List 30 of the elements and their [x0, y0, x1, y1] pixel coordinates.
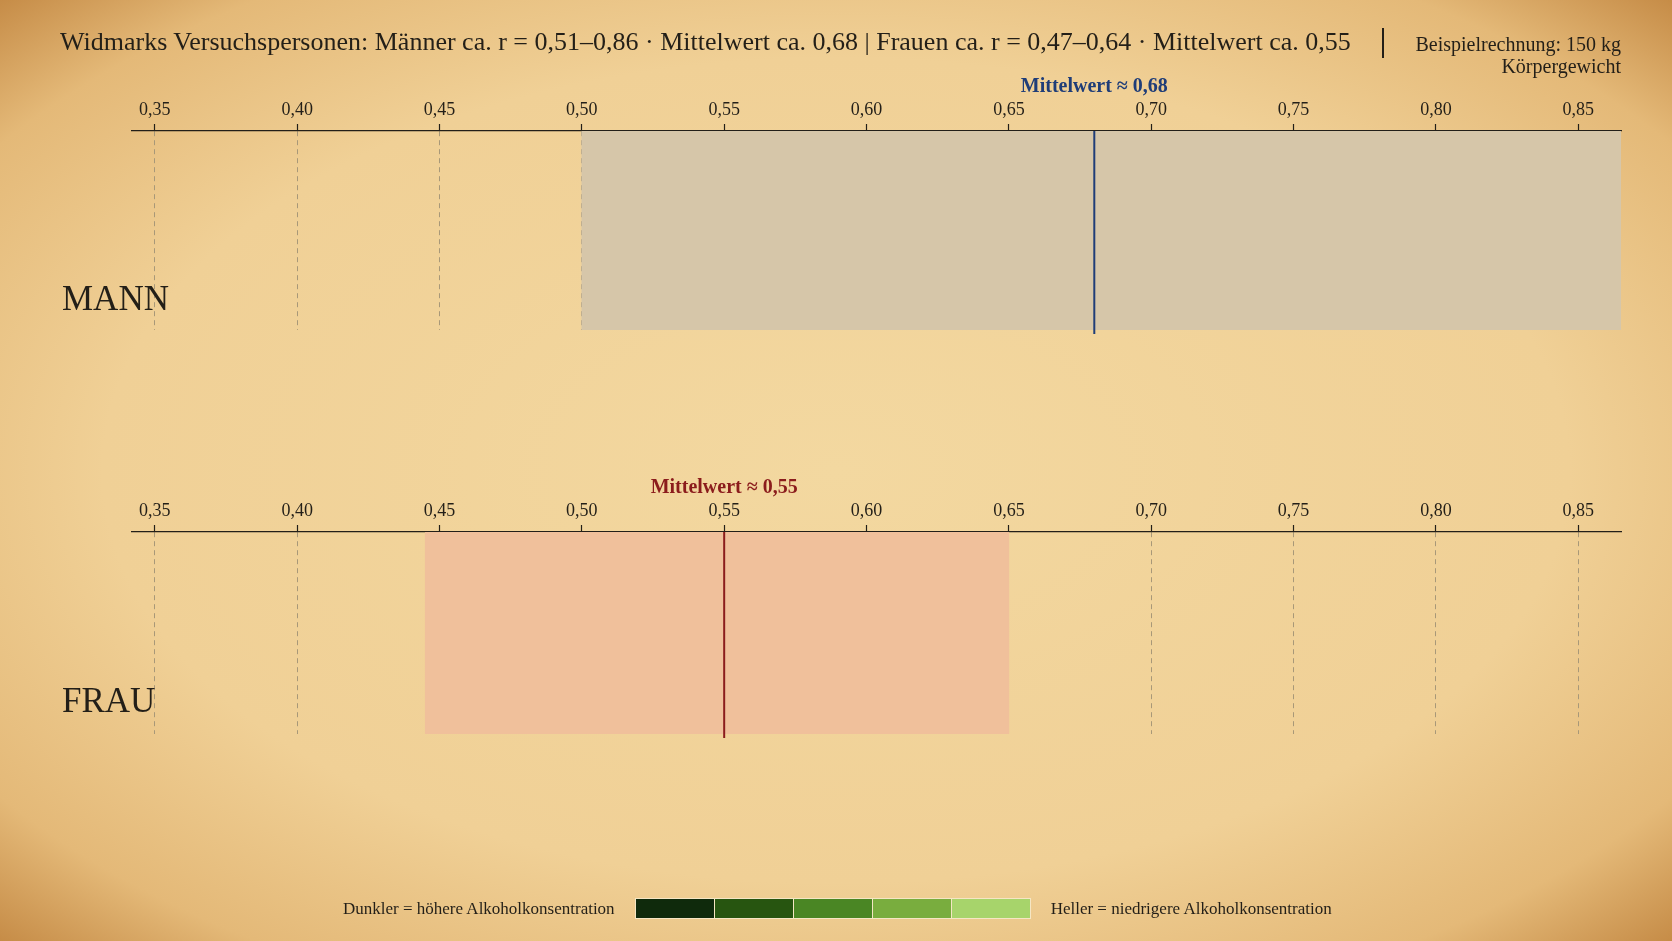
x-tick-label: 0,40 [281, 499, 313, 520]
x-tick-label: 0,85 [1562, 499, 1595, 520]
text: Dunkler = höhere Alkoholkonsentration [343, 898, 615, 919]
x-tick-label: 0,65 [993, 98, 1025, 119]
chart-title: Widmarks Versuchspersonen: Männer ca. r = 0,51–0,86 · Mittelwert ca. 0,68 | Frauen ca. r = 0,47–0,64 · Mittelwert ca. 0,55 [60, 26, 1351, 58]
x-tick-label: 0,80 [1420, 499, 1452, 520]
chart-subtitle: Beispielrechnung: 150 kg Körpergewicht [1414, 33, 1621, 77]
x-tick-label: 0,35 [139, 98, 171, 119]
x-tick-label: 0,75 [1277, 98, 1310, 119]
x-tick-label: 0,55 [708, 499, 740, 520]
x-tick-label: 0,60 [850, 499, 883, 520]
x-tick-label: 0,85 [1562, 98, 1595, 119]
x-tick-label: 0,55 [708, 98, 740, 119]
x-tick-label: 0,45 [423, 499, 456, 520]
x-tick-label: 0,75 [1277, 499, 1310, 520]
ref-line-label: Mittelwert ≈ 0,68 [1020, 74, 1168, 97]
x-tick-label: 0,40 [281, 98, 313, 119]
x-tick-label: 0,70 [1135, 98, 1167, 119]
x-tick-label: 0,65 [993, 499, 1025, 520]
x-tick-label: 0,45 [423, 98, 456, 119]
x-tick-label: 0,50 [566, 98, 598, 119]
x-tick-label: 0,80 [1420, 98, 1452, 119]
y-tick-label: FRAU [62, 681, 156, 721]
x-tick-label: 0,50 [566, 499, 598, 520]
ref-line-label: Mittelwert ≈ 0,55 [650, 475, 798, 498]
y-tick-label: MANN [62, 278, 169, 318]
text: Heller = niedrigere Alkoholkonsentration [1050, 898, 1332, 919]
x-tick-label: 0,70 [1135, 499, 1167, 520]
x-tick-label: 0,60 [850, 98, 883, 119]
x-tick-label: 0,35 [139, 499, 171, 520]
